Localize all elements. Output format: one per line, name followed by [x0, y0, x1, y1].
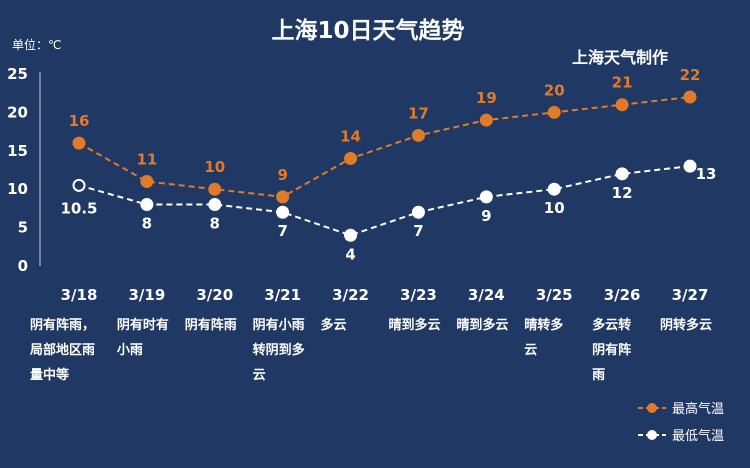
legend-swatch-marker — [647, 403, 657, 413]
weather-description-line: 阴有时有 — [117, 317, 169, 333]
weather-description-line: 量中等 — [30, 367, 69, 383]
y-tick-label: 0 — [18, 257, 28, 275]
high-temp-label: 9 — [277, 166, 287, 184]
low-temp-label: 7 — [413, 222, 423, 240]
legend-label: 最高气温 — [672, 401, 724, 417]
legend-swatch-marker — [647, 430, 657, 440]
x-tick-label: 3/26 — [604, 286, 641, 304]
high-temp-point — [683, 90, 697, 104]
x-tick-label: 3/25 — [536, 286, 573, 304]
low-temp-point — [344, 228, 358, 242]
weather-description-line: 多云转 — [592, 317, 631, 333]
x-tick-label: 3/20 — [196, 286, 233, 304]
high-temp-point — [547, 105, 561, 119]
low-temp-point — [547, 182, 561, 196]
legend-label: 最低气温 — [672, 428, 724, 444]
y-tick-label: 20 — [7, 103, 28, 121]
weather-description-line: 阴有阵 — [592, 342, 631, 358]
x-tick-label: 3/22 — [332, 286, 369, 304]
low-temp-label: 8 — [210, 215, 220, 233]
weather-description-line: 阴有阵雨， — [30, 317, 95, 333]
x-tick-label: 3/18 — [61, 286, 98, 304]
low-temp-point — [615, 167, 629, 181]
low-temp-label: 4 — [345, 245, 355, 263]
high-temp-label: 17 — [408, 104, 429, 122]
y-tick-label: 25 — [7, 65, 28, 83]
high-temp-label: 19 — [476, 89, 497, 107]
high-temp-label: 21 — [612, 74, 633, 92]
x-tick-label: 3/27 — [672, 286, 709, 304]
weather-description-line: 多云 — [321, 317, 347, 333]
weather-description-line: 晴到多云 — [388, 317, 440, 333]
x-tick-label: 3/23 — [400, 286, 437, 304]
low-temp-point — [276, 205, 290, 219]
y-tick-label: 15 — [7, 142, 28, 160]
weather-description-line: 阴转多云 — [660, 317, 712, 333]
weather-description-line: 阴有阵雨 — [185, 317, 237, 333]
x-tick-label: 3/21 — [264, 286, 301, 304]
high-temp-label: 22 — [680, 66, 701, 84]
low-temp-label: 9 — [481, 207, 491, 225]
low-temp-point — [683, 159, 697, 173]
chart-title: 上海10日天气趋势 — [271, 17, 464, 44]
weather-description-line: 云 — [524, 343, 537, 358]
low-temp-label: 10.5 — [60, 199, 97, 217]
y-tick-labels: 0 5 10 15 20 25 — [7, 65, 28, 275]
low-temp-line — [78, 165, 691, 237]
weather-description-line: 晴转多 — [524, 317, 563, 333]
high-temp-point — [140, 175, 154, 189]
weather-description-line: 云 — [253, 368, 266, 383]
weather-description-line: 小雨 — [117, 343, 143, 358]
low-temp-label: 10 — [544, 199, 565, 217]
high-temp-point — [411, 128, 425, 142]
low-temp-label: 8 — [142, 215, 152, 233]
high-temp-label: 14 — [340, 127, 361, 145]
x-tick-labels: 3/18 3/19 3/20 3/21 3/22 3/23 3/24 3/25 3/26 3/27 — [61, 286, 709, 304]
chart-credit: 上海天气制作 — [572, 48, 668, 67]
high-temp-point — [276, 190, 290, 204]
high-temp-point — [208, 182, 222, 196]
high-temp-line — [78, 96, 691, 198]
low-temp-point — [140, 198, 154, 212]
low-temp-point — [208, 198, 222, 212]
series-points — [72, 90, 697, 242]
low-temp-label: 12 — [612, 184, 633, 202]
weather-description-line: 晴到多云 — [456, 317, 508, 333]
weather-description-line: 雨 — [592, 368, 605, 383]
high-temp-point — [72, 136, 86, 150]
high-temp-point — [479, 113, 493, 127]
x-tick-label: 3/19 — [128, 286, 165, 304]
high-temp-label: 16 — [69, 112, 90, 130]
series-lines — [78, 96, 691, 237]
high-temp-label: 10 — [204, 158, 225, 176]
low-temp-point — [72, 178, 86, 192]
high-temp-point — [615, 98, 629, 112]
weather-description-line: 局部地区雨 — [30, 342, 95, 358]
high-temp-point — [344, 151, 358, 165]
y-tick-label: 5 — [18, 219, 28, 237]
low-temp-point — [411, 205, 425, 219]
low-temp-label: 13 — [696, 165, 717, 183]
unit-label: 单位：℃ — [12, 37, 61, 52]
weather-description-line: 阴有小雨 — [253, 317, 305, 333]
low-temp-point — [479, 190, 493, 204]
low-temp-label: 7 — [277, 222, 287, 240]
weather-description-line: 转阴到多 — [253, 342, 305, 358]
y-tick-label: 10 — [7, 180, 28, 198]
x-tick-label: 3/24 — [468, 286, 505, 304]
data-labels: 16 11 10 9 14 17 19 20 21 22 10.5 8 8 7 4 7 9 10 12 13 — [60, 66, 716, 263]
high-temp-label: 20 — [544, 81, 565, 99]
high-temp-label: 11 — [136, 151, 157, 169]
